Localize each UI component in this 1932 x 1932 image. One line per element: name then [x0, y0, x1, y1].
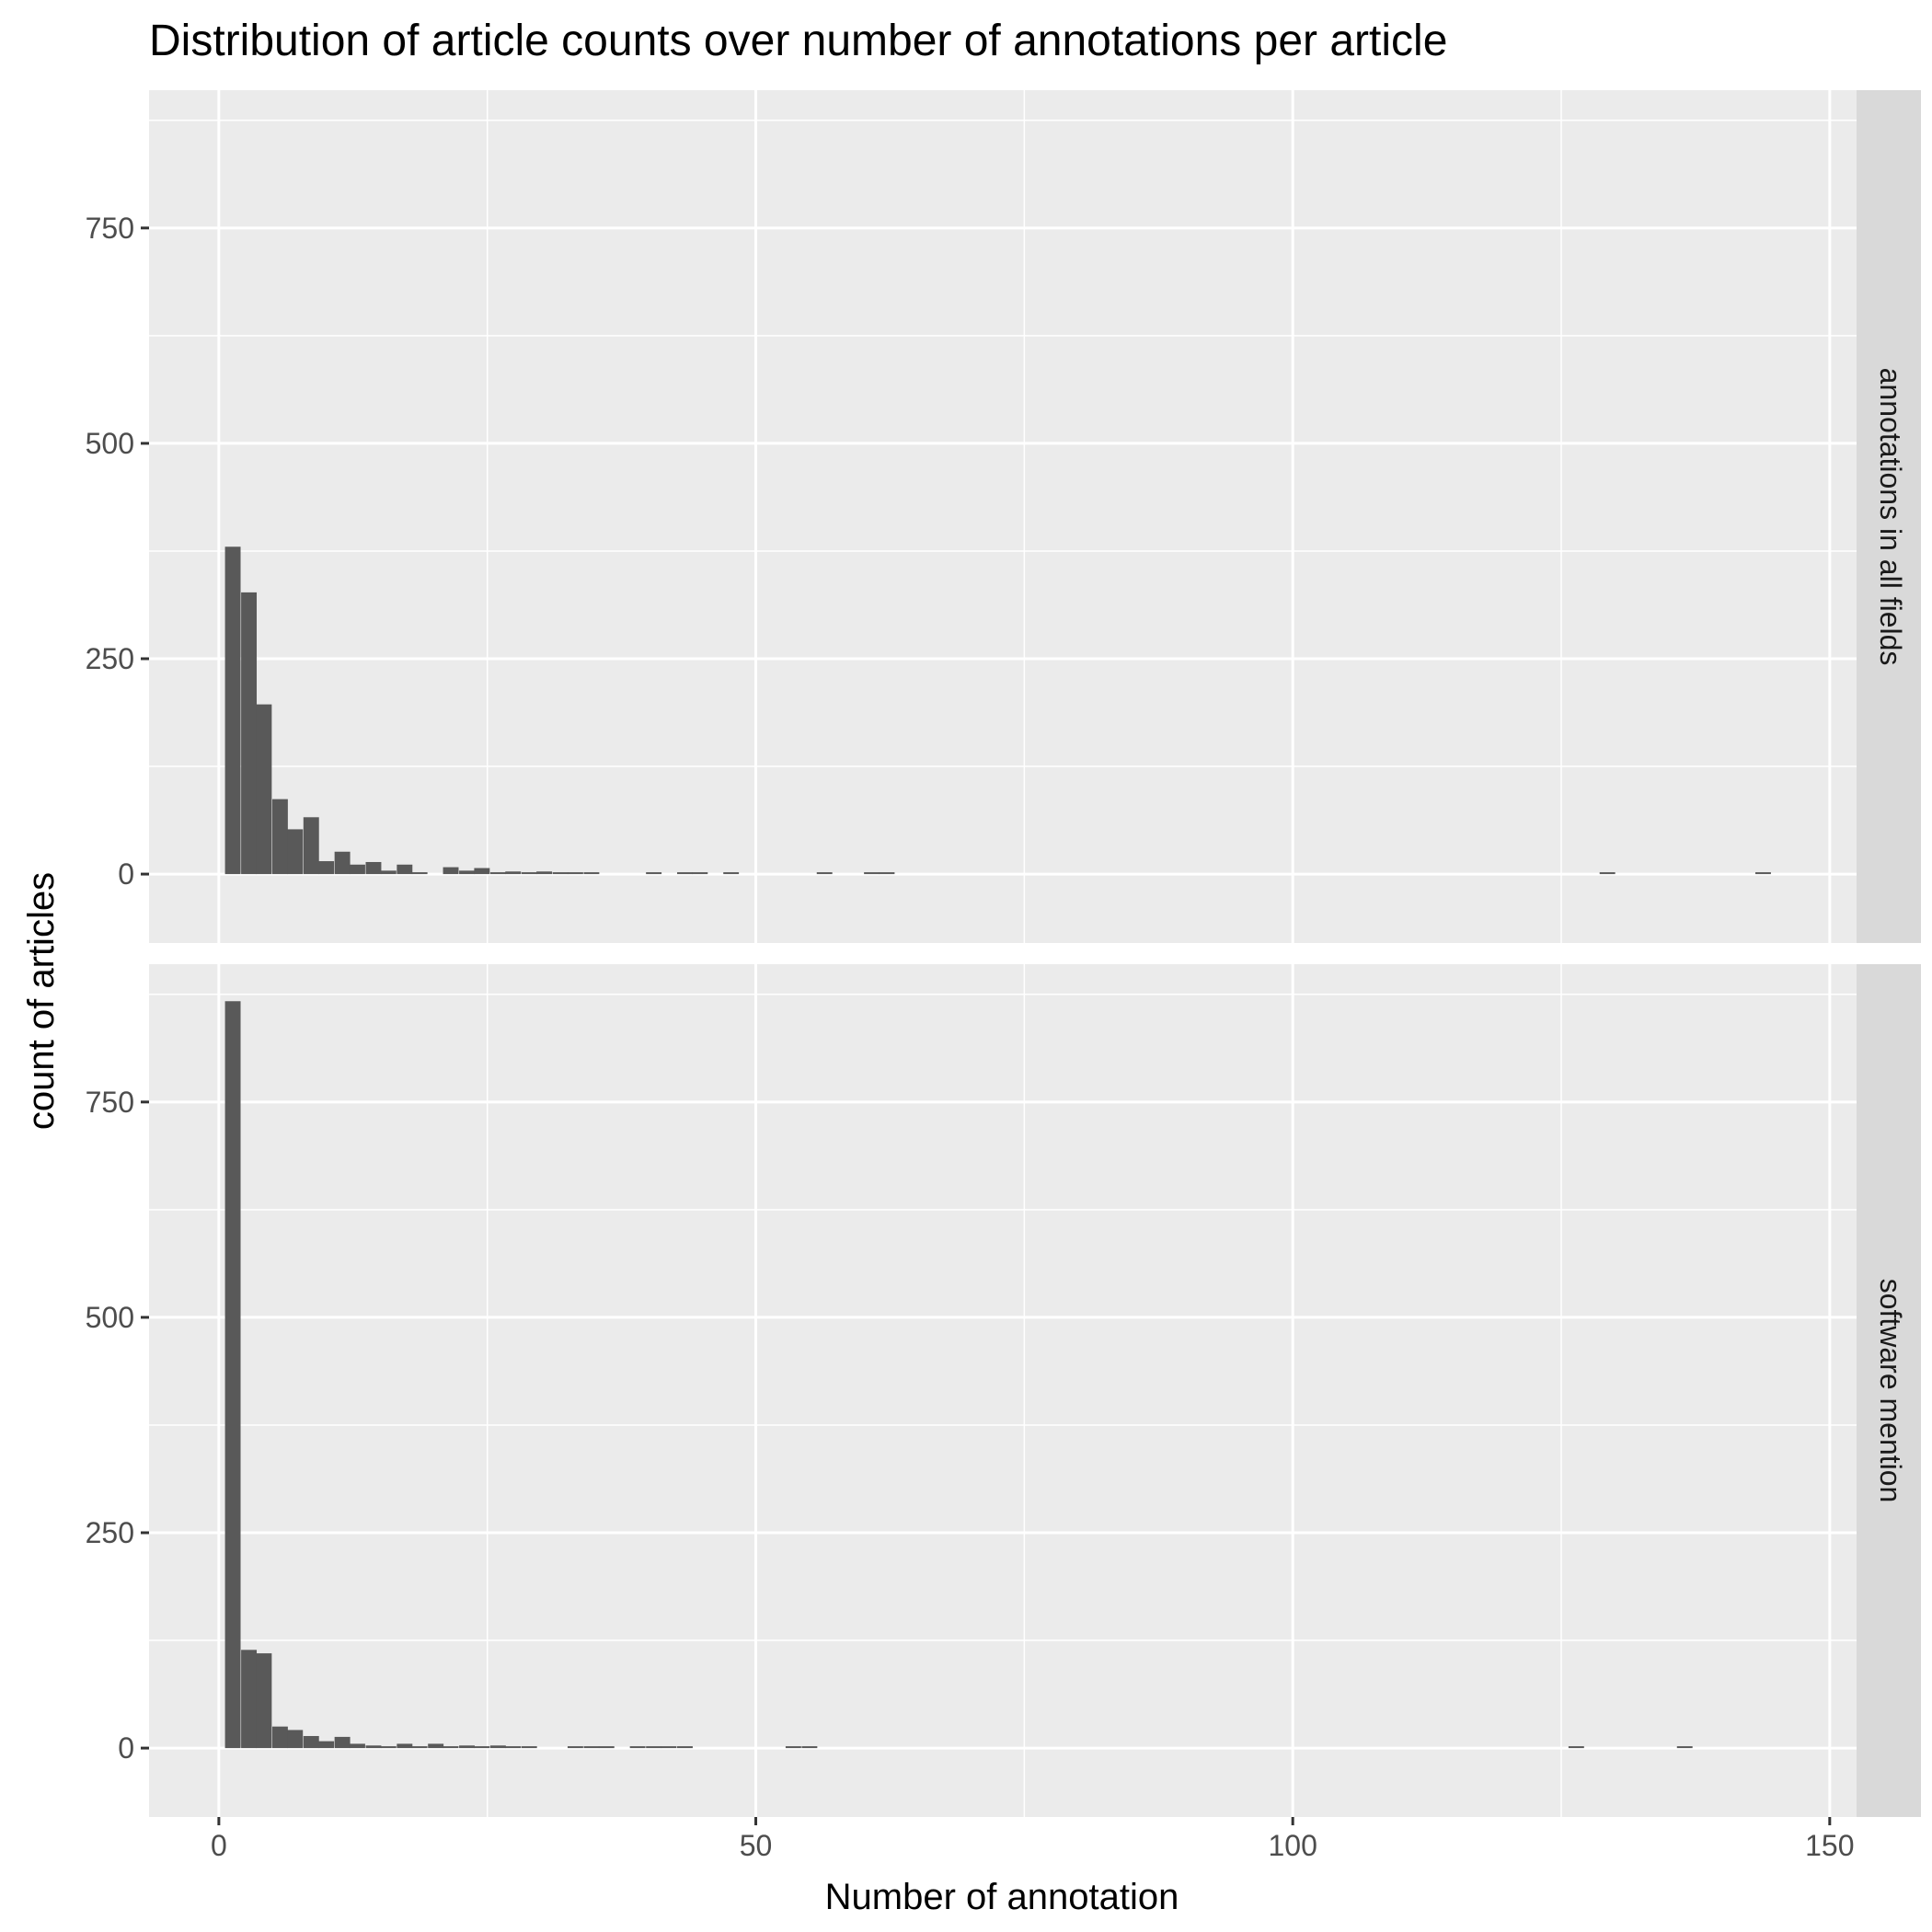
histogram-bar [459, 870, 475, 875]
histogram-bar [287, 829, 304, 875]
histogram-bar [521, 872, 537, 875]
y-tick-label: 250 [86, 1516, 134, 1549]
y-tick-label: 0 [118, 857, 134, 891]
histogram-bar [567, 1746, 583, 1749]
histogram-bar [334, 851, 351, 875]
histogram-bar [646, 1746, 662, 1749]
histogram-bar [489, 1745, 506, 1749]
histogram-bar [785, 1746, 801, 1749]
histogram-bar [397, 864, 413, 875]
x-tick-label: 0 [211, 1829, 227, 1862]
histogram-bar [864, 872, 880, 875]
histogram-bar [692, 872, 708, 875]
histogram-bar [349, 1743, 365, 1749]
histogram-bar [816, 872, 833, 875]
y-tick-label: 500 [86, 427, 134, 460]
histogram-bar [677, 1746, 693, 1749]
histogram-bar [1599, 872, 1616, 875]
histogram-bar [271, 1726, 288, 1749]
x-axis-title: Number of annotation [825, 1877, 1179, 1917]
histogram-bar [241, 1650, 258, 1749]
histogram-bar [303, 1735, 319, 1749]
histogram-bar [801, 1746, 818, 1749]
histogram-bar [474, 868, 490, 875]
x-tick-label: 100 [1268, 1829, 1317, 1862]
facet-strip [1857, 90, 1921, 943]
histogram-bar [583, 1746, 600, 1749]
facet-strip-label: software mention [1874, 1279, 1907, 1503]
y-tick-label: 0 [118, 1731, 134, 1765]
histogram-bar [428, 1743, 444, 1749]
histogram-bar [521, 1746, 537, 1749]
y-axis-title: count of articles [21, 872, 62, 1130]
histogram-bar [1754, 872, 1771, 875]
histogram-bar [505, 871, 522, 875]
histogram-bar [318, 1741, 335, 1749]
histogram-bar [489, 872, 506, 875]
histogram-bar [879, 872, 895, 875]
x-tick-label: 50 [740, 1829, 773, 1862]
histogram-bar [536, 871, 553, 875]
histogram-bar [241, 592, 258, 875]
x-tick-label: 150 [1805, 1829, 1854, 1862]
facet-panel: 0 250 500 750 annotations in all fields [86, 90, 1921, 943]
y-tick-label: 750 [86, 212, 134, 245]
histogram-bar [723, 872, 740, 875]
histogram-bar [365, 861, 382, 875]
histogram-bar [411, 872, 428, 875]
histogram-bar [380, 870, 397, 875]
histogram-bar [256, 1653, 272, 1749]
y-tick-label: 500 [86, 1301, 134, 1334]
histogram-bar [505, 1746, 522, 1749]
histogram-bar [598, 1746, 615, 1749]
histogram-bar [271, 799, 288, 875]
histogram-bar [459, 1745, 475, 1749]
histogram-bar [397, 1743, 413, 1749]
y-tick-label: 750 [86, 1086, 134, 1119]
histogram-bar [365, 1745, 382, 1749]
facet-panel: 0 250 500 750 software mention 0 50 100 150 [86, 964, 1921, 1862]
chart-title: Distribution of article counts over numb… [149, 17, 1447, 65]
histogram-bar [224, 1001, 241, 1749]
histogram-bar [474, 1746, 490, 1749]
histogram-bar [380, 1746, 397, 1749]
histogram-bar [334, 1736, 351, 1749]
histogram-bar [661, 1746, 677, 1749]
histogram-bar [303, 817, 319, 875]
histogram-bar [287, 1730, 304, 1749]
facet-strip [1857, 964, 1921, 1817]
panel-background [149, 90, 1857, 943]
histogram-bar [1568, 1746, 1584, 1749]
panel-background [149, 964, 1857, 1817]
histogram-bar [646, 872, 662, 875]
histogram-bar [1676, 1746, 1693, 1749]
histogram-bar [677, 872, 693, 875]
histogram-bar [443, 867, 459, 875]
histogram-bar [552, 872, 569, 875]
histogram-bar [349, 864, 365, 875]
histogram-bar [224, 546, 241, 875]
histogram-bar [256, 704, 272, 875]
y-tick-label: 250 [86, 642, 134, 675]
histogram-bar [567, 872, 583, 875]
histogram-bar [318, 861, 335, 875]
histogram-bar [411, 1746, 428, 1749]
histogram-bar [443, 1746, 459, 1749]
histogram-bar [629, 1746, 646, 1749]
histogram-bar [583, 872, 600, 875]
facet-strip-label: annotations in all fields [1874, 368, 1907, 666]
